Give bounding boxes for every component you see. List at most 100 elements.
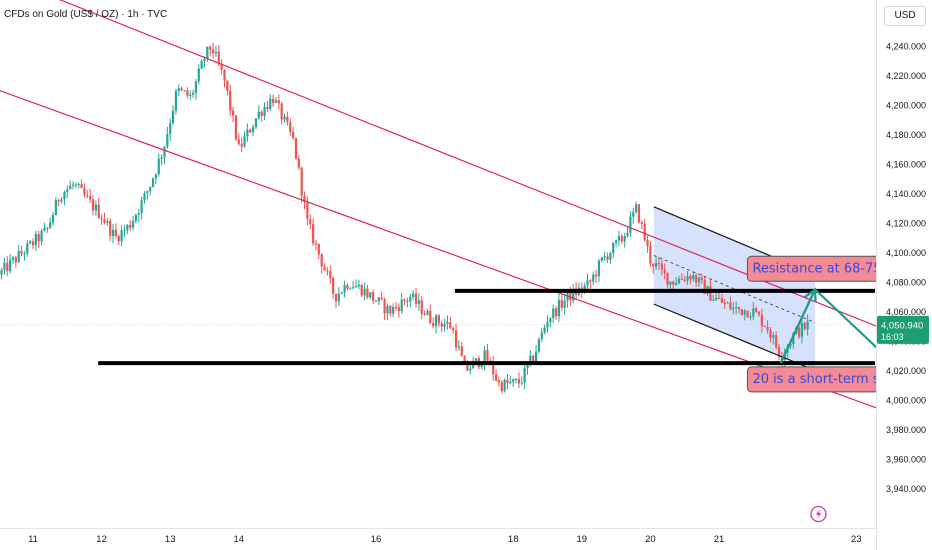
candle-body [546,322,549,328]
candle-body [412,293,415,297]
channel-fill[interactable] [653,206,816,371]
candle-body [274,100,278,103]
candle-body [583,285,586,291]
candle-body [337,293,340,302]
annotation-text: 20 is a short-term support level. [752,372,932,387]
lightning-icon[interactable] [810,505,827,523]
candle-body [506,379,509,384]
candle-body [737,306,741,310]
resistance-note[interactable]: Resistance at 68-75 [746,255,886,282]
candle-body [689,276,692,280]
candle-body [695,275,698,283]
projection-arrow-up[interactable] [779,288,817,364]
candle-body [189,94,192,96]
candle-body [446,322,449,325]
candle-body [177,88,180,91]
candle-body [157,158,160,175]
candle-body [211,49,215,54]
candle-body [183,90,186,92]
candle-body [257,111,260,119]
y-tick-label: 3,960.000 [886,455,926,465]
candle-body [292,132,295,138]
candle-body [246,129,249,137]
candle-body [37,234,40,242]
candle-body [760,314,763,326]
candle-body [466,362,469,371]
candle-body [191,93,195,95]
currency-button[interactable]: USD [884,6,926,26]
candle-body [126,225,129,231]
candle-body [57,199,60,202]
candle-body [392,307,395,314]
candle-body [629,216,632,234]
candle-body [723,302,726,304]
candle-body [54,199,57,216]
candle-body [612,242,615,254]
y-tick-label: 3,940.000 [886,484,926,494]
candle-body [237,139,240,144]
candle-body [11,257,15,260]
candle-body [692,275,695,280]
candle-body [346,285,349,289]
candle-body [209,46,212,50]
candle-body [617,236,621,241]
upper-trendline[interactable] [0,0,932,425]
candle-body [623,235,626,242]
candle-body [63,192,66,200]
candle-body [735,306,738,308]
y-tick-label: 4,160.000 [886,160,926,170]
candle-body [603,256,606,258]
candle-body [263,106,266,116]
candle-body [343,285,346,293]
y-tick-label: 3,980.000 [886,425,926,435]
candle-body [669,281,672,285]
plot-area[interactable]: Resistance at 68-75 20 is a short-term su… [0,0,932,497]
candle-body [369,292,372,298]
x-tick-label: 12 [96,534,107,545]
candle-body [569,291,572,301]
candle-body [14,257,17,263]
candle-body [163,146,166,158]
candle-body [106,220,109,223]
candle-body [71,184,75,186]
candle-body [772,335,775,338]
candle-body [286,116,289,123]
x-tick-label: 19 [577,534,588,545]
candle-body [500,382,503,392]
channel-bottom-line[interactable] [653,303,816,372]
candle-body [317,243,320,255]
candle-body [680,278,683,280]
candle-body [266,106,269,109]
candle-body [552,308,555,319]
candle-body [114,229,117,237]
candle-body [492,361,495,375]
y-tick-label: 4,080.000 [886,278,926,288]
support-note[interactable]: 20 is a short-term support level. [746,366,932,393]
candle-body [600,257,603,261]
projection-arrow-down[interactable] [814,288,932,419]
candle-body [646,240,649,246]
candle-body [757,312,761,315]
candle-body [660,263,663,270]
lower-trendline[interactable] [0,90,932,497]
candle-body [334,293,338,302]
candle-body [426,310,429,315]
channel-midline[interactable] [653,255,816,323]
candle-body [640,222,643,224]
candle-body [635,204,638,213]
candle-body [443,324,446,327]
candle-body [9,259,12,271]
candle-body [652,263,655,267]
candle-body [637,204,641,223]
candle-body [460,346,463,357]
candle-body [280,103,283,120]
candle-body [514,379,518,381]
candle-body [406,301,409,303]
candle-body [31,241,35,246]
candle-body [277,100,280,104]
candle-body [480,364,483,367]
candle-body [240,143,243,147]
